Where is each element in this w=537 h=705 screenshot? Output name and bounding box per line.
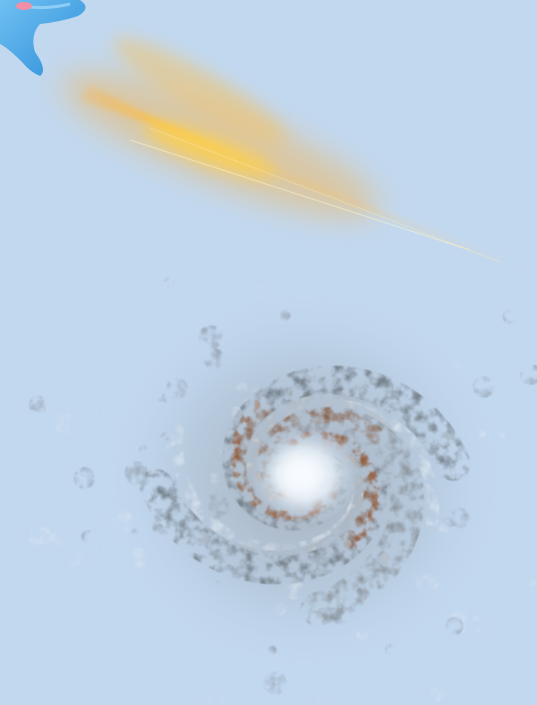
- star-clump: [51, 528, 69, 547]
- star-clump: [356, 627, 369, 641]
- star-clump: [211, 579, 220, 588]
- star-clump: [256, 286, 268, 298]
- star-clump: [28, 395, 48, 415]
- star-clump: [109, 509, 134, 534]
- star-clump: [385, 643, 396, 655]
- star-clump: [280, 310, 291, 321]
- star-clump: [67, 551, 83, 567]
- star-clump: [198, 325, 223, 350]
- star-clump: [160, 432, 170, 442]
- star-clump: [124, 461, 148, 485]
- star-clump: [152, 518, 170, 536]
- star-clump: [436, 431, 452, 447]
- galaxy-core-bright: [278, 455, 322, 495]
- star-clump: [140, 492, 147, 499]
- star-clump: [168, 479, 183, 494]
- star-clump: [414, 567, 441, 593]
- hand: [0, 0, 86, 76]
- star-clump: [139, 444, 148, 454]
- star-clump: [131, 528, 139, 536]
- star-clump: [354, 377, 368, 391]
- star-clump: [527, 578, 536, 587]
- star-clump: [502, 309, 517, 324]
- star-clump: [445, 617, 464, 635]
- star-clump: [81, 530, 95, 543]
- star-clump: [327, 376, 337, 387]
- star-clump: [430, 686, 446, 702]
- star-clump: [129, 548, 149, 568]
- star-clump: [156, 393, 165, 402]
- star-clump: [203, 493, 230, 520]
- star-clump: [235, 381, 255, 402]
- star-clumps: [28, 276, 537, 705]
- star-clump: [443, 511, 459, 527]
- star-clump: [73, 467, 96, 489]
- star-clump: [164, 276, 175, 288]
- star-clump: [274, 602, 287, 615]
- star-clump: [379, 552, 395, 568]
- star-clump: [166, 440, 180, 454]
- star-clump: [472, 376, 495, 398]
- star-clump: [109, 481, 118, 490]
- star-clump: [268, 645, 277, 655]
- star-clump: [228, 406, 243, 421]
- star-clump: [259, 538, 268, 546]
- star-clump: [206, 687, 225, 705]
- star-clump: [218, 443, 232, 456]
- star-clump: [356, 588, 364, 595]
- star-clump: [283, 578, 305, 600]
- star-clump: [166, 377, 188, 399]
- star-clump: [195, 531, 209, 545]
- star-clump: [344, 539, 352, 548]
- star-clump: [263, 671, 287, 695]
- star-clump: [29, 526, 53, 551]
- galaxy: [28, 276, 537, 705]
- star-clump: [478, 430, 486, 437]
- comet-streak: [61, 37, 537, 272]
- star-clump: [329, 604, 350, 625]
- star-clump: [520, 363, 537, 385]
- star-clump: [315, 697, 331, 705]
- star-clump: [54, 412, 77, 436]
- star-clump: [332, 535, 358, 560]
- star-clump: [453, 363, 462, 372]
- star-clump: [208, 472, 221, 484]
- star-clump: [494, 425, 508, 439]
- star-clump: [203, 348, 225, 369]
- star-clump: [404, 480, 425, 501]
- star-clump: [353, 332, 362, 341]
